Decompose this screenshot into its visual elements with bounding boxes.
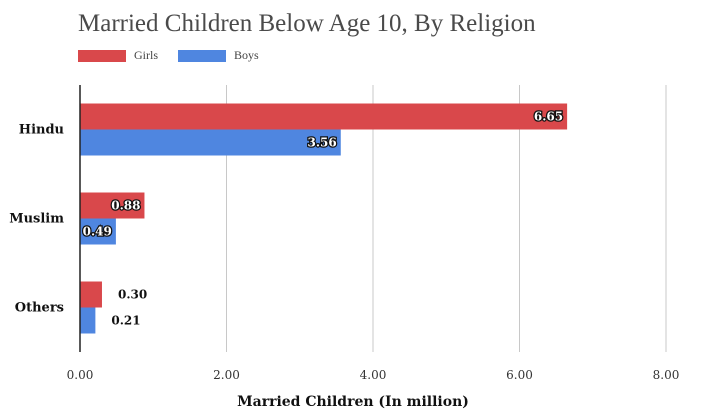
- x-axis-label: Married Children (In million): [237, 394, 469, 410]
- data-label-boys-hindu: 3.56: [308, 136, 337, 150]
- legend-swatch-girls: [78, 49, 126, 62]
- bar-girls-muslim: [80, 192, 145, 219]
- bar-boys-others: [80, 307, 96, 334]
- x-tick-label: 2.00: [213, 368, 240, 382]
- legend-label-girls: Girls: [134, 48, 158, 62]
- legend-item-boys: Boys: [178, 48, 259, 63]
- legend-swatch-boys: [178, 49, 226, 62]
- x-tick-label: 8.00: [653, 368, 680, 382]
- data-label-boys-muslim: 0.49: [83, 225, 112, 239]
- legend-label-boys: Boys: [234, 48, 259, 62]
- bar-girls-hindu: [80, 103, 568, 130]
- x-tick-label: 0.00: [67, 368, 94, 382]
- bar-boys-hindu: [80, 129, 341, 156]
- data-label-girls-others: 0.30: [118, 288, 147, 302]
- category-label-muslim: Muslim: [9, 212, 64, 227]
- data-label-girls-muslim: 0.88: [111, 199, 140, 213]
- bar-boys-muslim: [80, 218, 116, 245]
- data-label-girls-hindu: 6.65: [534, 110, 563, 124]
- category-label-hindu: Hindu: [19, 123, 64, 138]
- bar-girls-others: [80, 281, 102, 308]
- chart-title: Married Children Below Age 10, By Religi…: [78, 10, 536, 37]
- data-label-boys-others: 0.21: [111, 314, 140, 328]
- category-label-others: Others: [15, 301, 64, 316]
- x-tick-label: 4.00: [360, 368, 387, 382]
- legend-item-girls: Girls: [78, 48, 158, 63]
- legend: Girls Boys: [78, 48, 279, 63]
- x-tick-label: 6.00: [506, 368, 533, 382]
